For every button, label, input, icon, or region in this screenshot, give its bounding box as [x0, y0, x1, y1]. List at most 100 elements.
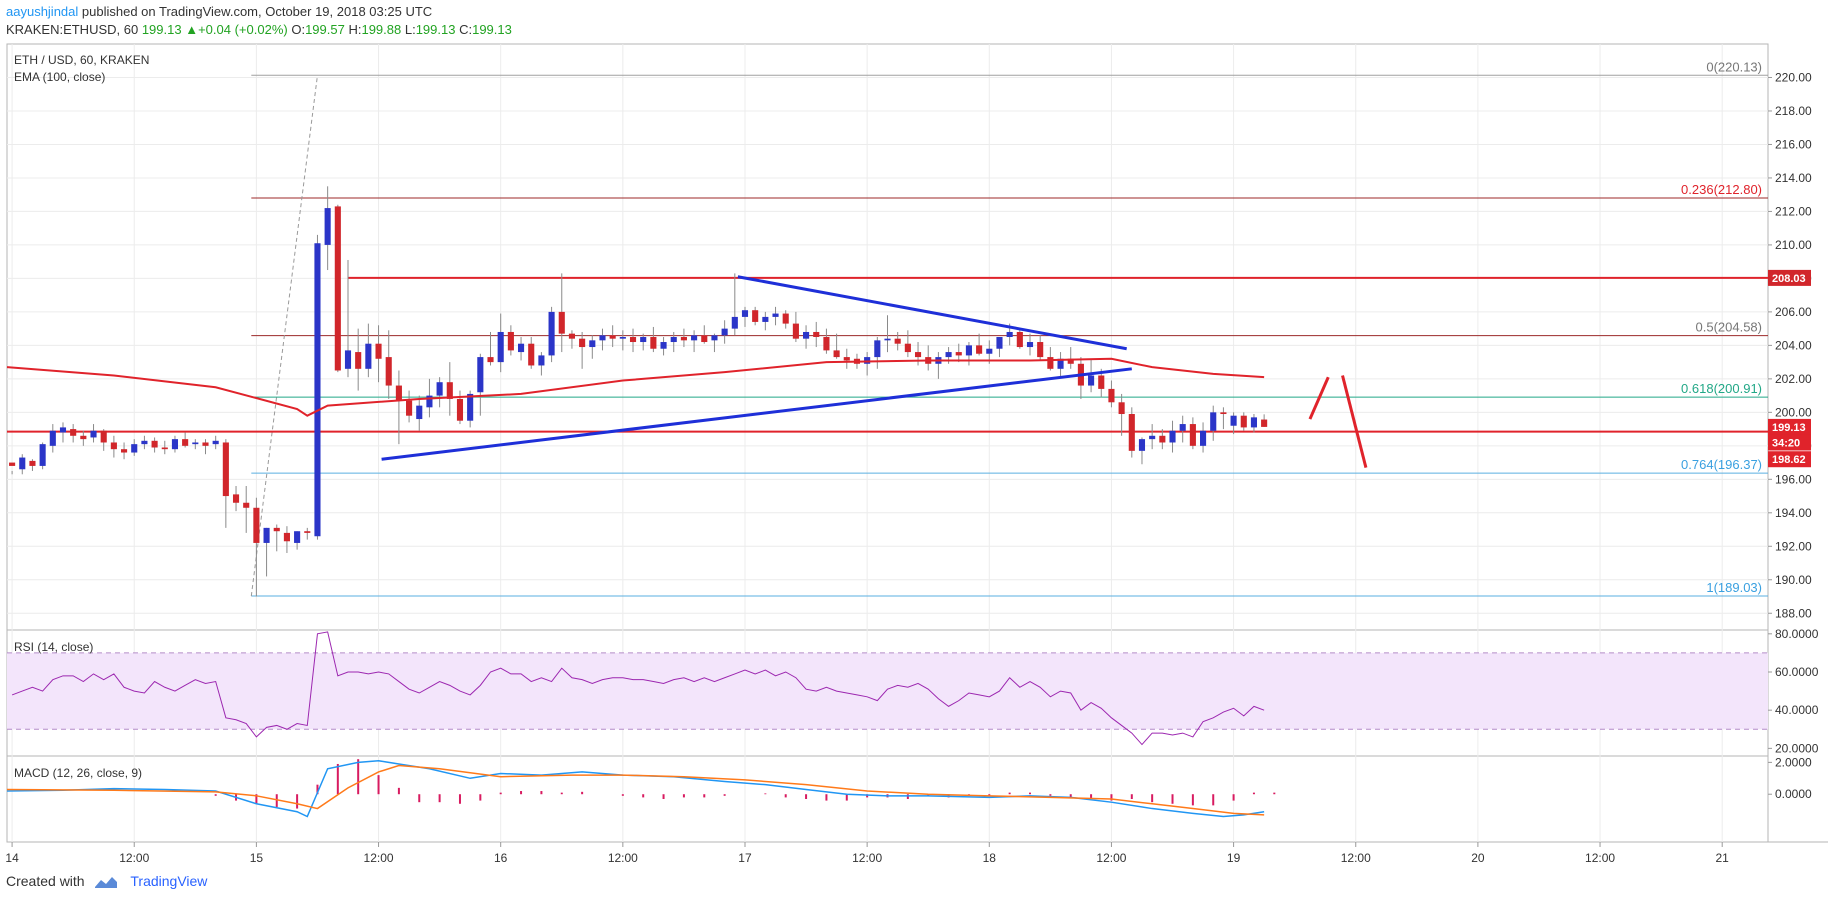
candle-down [487, 357, 494, 363]
time-tick-label: 15 [250, 851, 264, 865]
fib-anchor-line [250, 75, 318, 597]
candle-up [945, 352, 952, 358]
candle-up [263, 527, 270, 543]
candle-down [701, 335, 708, 343]
candle-up [660, 342, 667, 349]
candle-up [294, 531, 301, 543]
candle-up [721, 328, 728, 336]
candle-up [517, 343, 525, 353]
candle-up [324, 208, 331, 245]
candle-up [1169, 430, 1176, 443]
level-price-tag-text: 208.03 [1772, 273, 1806, 285]
candle-up [589, 340, 596, 348]
time-tick-label: 12:00 [119, 851, 149, 865]
candle-up [884, 338, 891, 341]
candle-down [1159, 435, 1166, 443]
candle-down [29, 460, 36, 466]
tradingview-logo-icon [95, 877, 118, 889]
candle-up [874, 340, 881, 358]
price-tick-label: 196.00 [1775, 472, 1812, 486]
level-price-tag [1768, 269, 1811, 286]
time-tick-label: 12:00 [1341, 851, 1371, 865]
axis-price-tag [1768, 418, 1811, 435]
candle-up [436, 382, 443, 396]
candle-up [965, 345, 972, 356]
price-tick-label: 214.00 [1775, 171, 1812, 185]
candle-down [1016, 331, 1023, 348]
candle-up [619, 337, 626, 339]
candle-down [1128, 414, 1135, 451]
ema-100-line [6, 357, 1265, 417]
candle-down [283, 532, 290, 542]
candle-up [497, 331, 504, 363]
fib-level-label: 0.618(200.91) [1681, 381, 1762, 396]
author-link[interactable]: aayushjindal [6, 4, 79, 19]
ohlc-low-value: 199.13 [415, 22, 456, 37]
price-tick-label: 220.00 [1775, 70, 1812, 84]
rsi-band [7, 652, 1768, 730]
candle-down [904, 343, 911, 353]
macd-signal-line [6, 764, 1265, 816]
candle-up [731, 316, 738, 329]
candle-down [507, 331, 514, 351]
candle-up [1230, 415, 1237, 426]
candle-up [141, 440, 148, 445]
candle-down [823, 337, 830, 351]
rsi-tick-label: 60.0000 [1775, 665, 1819, 679]
symbol-text: KRAKEN:ETHUSD, 60 [6, 22, 139, 37]
candle-up [192, 442, 199, 445]
candle-down [1067, 358, 1074, 364]
fib-level-label: 0.764(196.37) [1681, 457, 1762, 472]
candle-down [752, 310, 759, 322]
candle-down [375, 343, 382, 359]
axis-price-tag-text: 199.13 [1772, 422, 1806, 434]
last-price: 199.13 [141, 22, 182, 37]
candle-down [151, 440, 158, 448]
candle-up [171, 439, 179, 450]
candle-down [355, 352, 362, 369]
fib-level-label: 0(220.13) [1706, 59, 1762, 74]
candle-down [650, 337, 657, 349]
symbol-quote: KRAKEN:ETHUSD, 60 199.13 ▲+0.04 (+0.02%)… [6, 22, 512, 37]
tradingview-brand-link[interactable]: TradingView [130, 873, 208, 889]
candle-up [1210, 412, 1217, 431]
candle-down [782, 313, 789, 324]
candle-down [334, 206, 341, 371]
candle-down [1047, 357, 1054, 369]
time-tick-label: 12:00 [852, 851, 882, 865]
candle-up [1200, 430, 1207, 446]
candle-down [70, 429, 77, 436]
candle-down [243, 502, 250, 508]
candle-up [1026, 342, 1034, 348]
fib-level-label: 1(189.03) [1706, 580, 1762, 595]
price-tick-label: 212.00 [1775, 204, 1812, 218]
fib-level-label: 0.236(212.80) [1681, 182, 1762, 197]
candle-down [80, 435, 87, 440]
candle-up [39, 444, 46, 466]
candle-down [813, 331, 820, 337]
price-tick-label: 188.00 [1775, 606, 1812, 620]
ohlc-low-label: L: [404, 22, 416, 37]
macd-tick-label: 2.0000 [1775, 755, 1812, 769]
candle-up [467, 393, 474, 421]
candle-down [446, 382, 453, 399]
candle-down [9, 462, 16, 466]
price-tick-label: 194.00 [1775, 506, 1812, 520]
candle-down [304, 531, 311, 533]
axis-price-tag [1768, 434, 1811, 451]
candle-up [864, 357, 871, 364]
candle-up [365, 343, 372, 369]
time-tick-label: 21 [1716, 851, 1730, 865]
candle-up [538, 355, 545, 366]
axis-price-tag-text: 34:20 [1772, 437, 1800, 449]
candle-up [996, 337, 1003, 349]
candle-up [741, 310, 749, 317]
candle-down [202, 442, 209, 446]
time-tick-label: 12:00 [1585, 851, 1615, 865]
price-tick-label: 200.00 [1775, 405, 1812, 419]
candle-down [385, 357, 392, 386]
price-tick-label: 210.00 [1775, 238, 1812, 252]
price-tick-label: 206.00 [1775, 305, 1812, 319]
macd-tick-label: 0.0000 [1775, 787, 1812, 801]
